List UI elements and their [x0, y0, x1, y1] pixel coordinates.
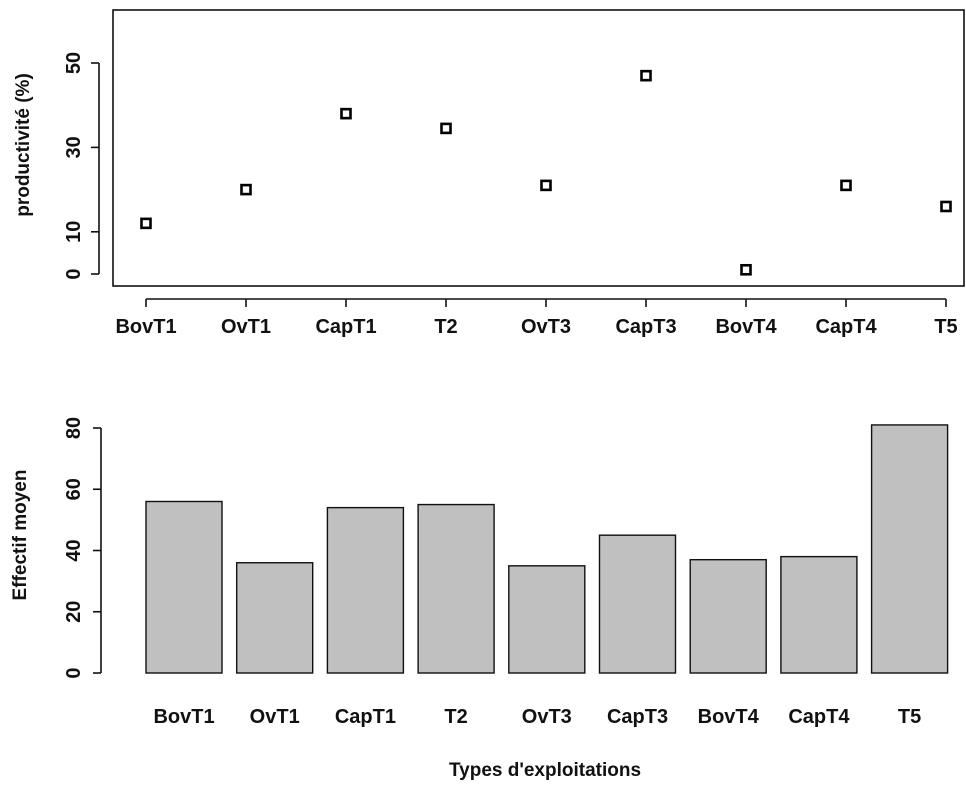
bar	[326, 506, 405, 674]
bar	[598, 534, 677, 674]
x-tick-label: T2	[434, 316, 457, 338]
y-tick-label: 20	[63, 601, 85, 623]
x-tick-label: BovT1	[115, 316, 176, 338]
x-axis-title: Types d'exploitations	[449, 760, 641, 781]
x-tick-label: BovT1	[153, 706, 214, 728]
herd-size-bar-panel: 0 20 40 60 80 BovT1 OvT1 CapT1 T2 OvT3 CapT3 BovT4…	[10, 417, 949, 781]
x-tick-label: OvT1	[250, 706, 300, 728]
x-tick-label: T5	[934, 316, 957, 338]
x-tick-label: CapT1	[315, 316, 376, 338]
x-tick-label: OvT1	[221, 316, 271, 338]
x-axis: BovT1 OvT1 CapT1 T2 OvT3 CapT3 BovT4 CapT4 T5	[115, 298, 958, 338]
y-tick-label: 0	[63, 667, 85, 678]
data-point	[340, 107, 352, 120]
data-point	[740, 263, 752, 276]
bar	[689, 558, 767, 674]
y-tick-label: 40	[63, 539, 85, 561]
x-tick-label: OvT3	[522, 706, 572, 728]
bar	[508, 565, 586, 674]
data-point	[240, 183, 252, 196]
x-tick-label: BovT4	[715, 316, 777, 338]
x-tick-label: CapT3	[607, 706, 668, 728]
y-tick-label: 30	[63, 136, 85, 158]
bars	[145, 424, 949, 674]
y-tick-label: 10	[63, 221, 85, 243]
y-tick-label: 60	[63, 478, 85, 500]
plot-frame	[112, 9, 965, 287]
y-axis-title: productivité (%)	[13, 73, 34, 217]
bar	[780, 555, 858, 674]
y-axis-title: Effectif moyen	[10, 470, 31, 601]
x-tick-label: CapT4	[788, 706, 850, 728]
y-tick-label: 50	[63, 52, 85, 74]
x-tick-label: T5	[898, 706, 921, 728]
x-tick-label: CapT4	[815, 316, 877, 338]
bar	[417, 503, 495, 674]
bar	[235, 562, 314, 674]
x-tick-label: CapT3	[615, 316, 676, 338]
x-tick-label: T2	[444, 706, 467, 728]
data-points	[140, 69, 952, 276]
x-tick-labels: BovT1 OvT1 CapT1 T2 OvT3 CapT3 BovT4 CapT4 T5	[153, 706, 921, 728]
productivity-scatter-panel: 0 10 30 50 BovT1 OvT1 CapT1 T2 OvT3 CapT3 BovT4 Ca…	[13, 9, 965, 338]
data-point	[540, 179, 552, 192]
y-axis: 0 20 40 60 80	[63, 417, 102, 679]
x-tick-label: OvT3	[521, 316, 571, 338]
y-tick-label: 80	[63, 417, 85, 439]
y-tick-label: 0	[63, 268, 85, 279]
data-point	[640, 69, 652, 82]
bar	[145, 500, 223, 674]
data-point	[440, 122, 452, 135]
data-point	[940, 200, 952, 213]
y-axis: 0 10 30 50	[63, 52, 100, 280]
bar	[870, 424, 949, 674]
data-point	[140, 217, 152, 230]
x-tick-label: BovT4	[698, 706, 760, 728]
data-point	[840, 179, 852, 192]
x-tick-label: CapT1	[335, 706, 396, 728]
